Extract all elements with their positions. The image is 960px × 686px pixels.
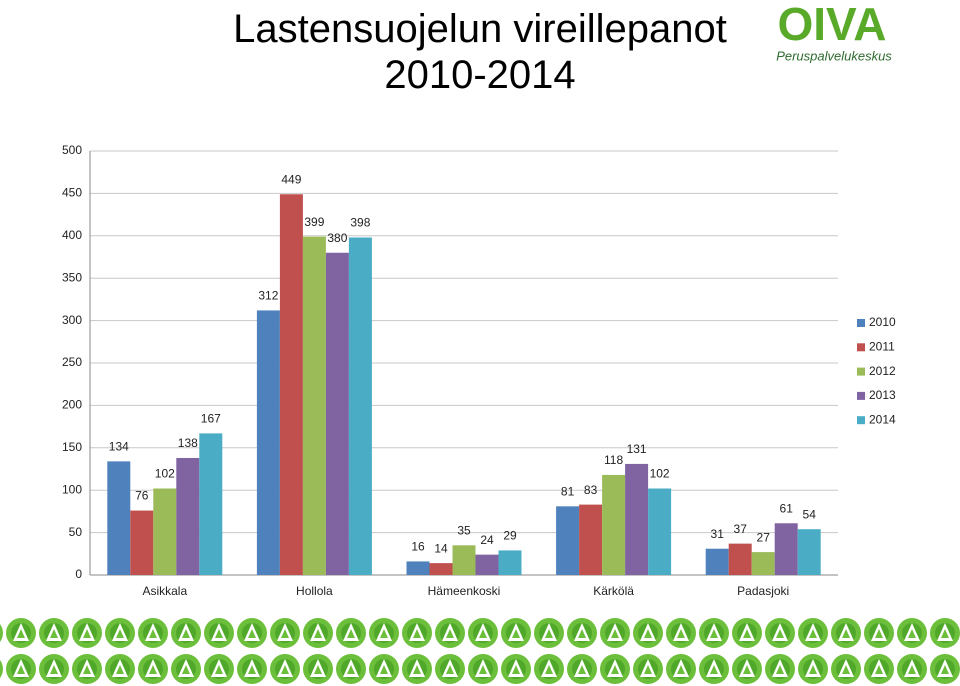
data-label: 31 <box>711 527 725 541</box>
data-label: 102 <box>650 467 670 481</box>
bar <box>302 236 326 575</box>
y-tick-label: 0 <box>75 567 82 581</box>
bar <box>199 433 223 575</box>
data-label: 37 <box>734 522 748 536</box>
data-label: 61 <box>780 501 794 515</box>
y-tick-label: 300 <box>62 313 82 327</box>
data-label: 118 <box>604 453 623 467</box>
y-tick-label: 250 <box>62 355 82 369</box>
y-tick-label: 200 <box>62 398 82 412</box>
bar <box>429 563 453 575</box>
bar <box>556 506 580 575</box>
data-label: 29 <box>503 529 517 543</box>
x-tick-label: Asikkala <box>142 584 187 598</box>
data-label: 167 <box>201 412 221 426</box>
bar <box>498 550 522 575</box>
x-tick-label: Hollola <box>296 584 333 598</box>
legend-label: 2013 <box>869 388 896 402</box>
data-label: 14 <box>434 541 448 555</box>
y-tick-label: 400 <box>62 228 82 242</box>
bar <box>406 561 430 575</box>
bar <box>107 461 131 575</box>
x-tick-label: Kärkölä <box>593 584 634 598</box>
legend-label: 2012 <box>869 364 896 378</box>
legend-label: 2014 <box>869 412 896 426</box>
legend-label: 2011 <box>869 339 895 353</box>
legend-swatch <box>857 319 865 327</box>
bar <box>648 488 672 575</box>
data-label: 24 <box>480 533 494 547</box>
bar <box>256 310 280 575</box>
bar <box>348 237 372 575</box>
chart-title: Lastensuojelun vireillepanot 2010-2014 <box>233 7 727 97</box>
data-label: 35 <box>457 523 471 537</box>
bar <box>625 463 649 575</box>
data-label: 312 <box>258 289 278 303</box>
bar <box>452 545 476 575</box>
x-tick-label: Padasjoki <box>737 584 789 598</box>
bar <box>153 488 177 575</box>
data-label: 449 <box>281 172 301 186</box>
logo-subtitle: Peruspalvelukeskus <box>776 48 892 63</box>
legend-label: 2010 <box>869 315 896 329</box>
legend-swatch <box>857 416 865 425</box>
data-label: 27 <box>757 530 771 544</box>
x-tick-label: Hämeenkoski <box>428 584 501 598</box>
bar <box>176 457 200 575</box>
data-label: 131 <box>627 442 647 456</box>
bar <box>705 548 729 575</box>
y-tick-label: 150 <box>62 440 82 454</box>
bar <box>475 554 499 575</box>
y-tick-label: 450 <box>62 186 82 200</box>
legend-swatch <box>857 343 865 352</box>
data-label: 16 <box>411 540 425 554</box>
data-label: 380 <box>327 231 347 245</box>
legend-swatch <box>857 367 865 376</box>
bar <box>728 543 752 575</box>
data-label: 54 <box>803 507 817 521</box>
data-label: 76 <box>135 489 149 503</box>
bar <box>279 194 303 576</box>
data-label: 102 <box>155 467 175 481</box>
y-tick-label: 50 <box>69 525 83 539</box>
bar <box>774 523 798 575</box>
y-tick-label: 100 <box>62 482 82 496</box>
bar <box>602 474 626 575</box>
data-label: 138 <box>178 436 198 450</box>
data-label: 399 <box>304 215 324 229</box>
data-label: 398 <box>350 216 370 230</box>
y-tick-label: 500 <box>62 143 82 157</box>
data-label: 83 <box>584 483 598 497</box>
bar <box>325 252 349 575</box>
bar <box>751 552 775 575</box>
bar <box>130 510 154 575</box>
bar <box>579 504 603 575</box>
y-tick-label: 350 <box>62 270 82 284</box>
logo-name: OIVA <box>777 0 886 50</box>
bar <box>797 529 821 575</box>
data-label: 134 <box>109 440 129 454</box>
decorative-band <box>0 615 960 686</box>
data-label: 81 <box>561 484 575 498</box>
legend-swatch <box>857 391 865 400</box>
